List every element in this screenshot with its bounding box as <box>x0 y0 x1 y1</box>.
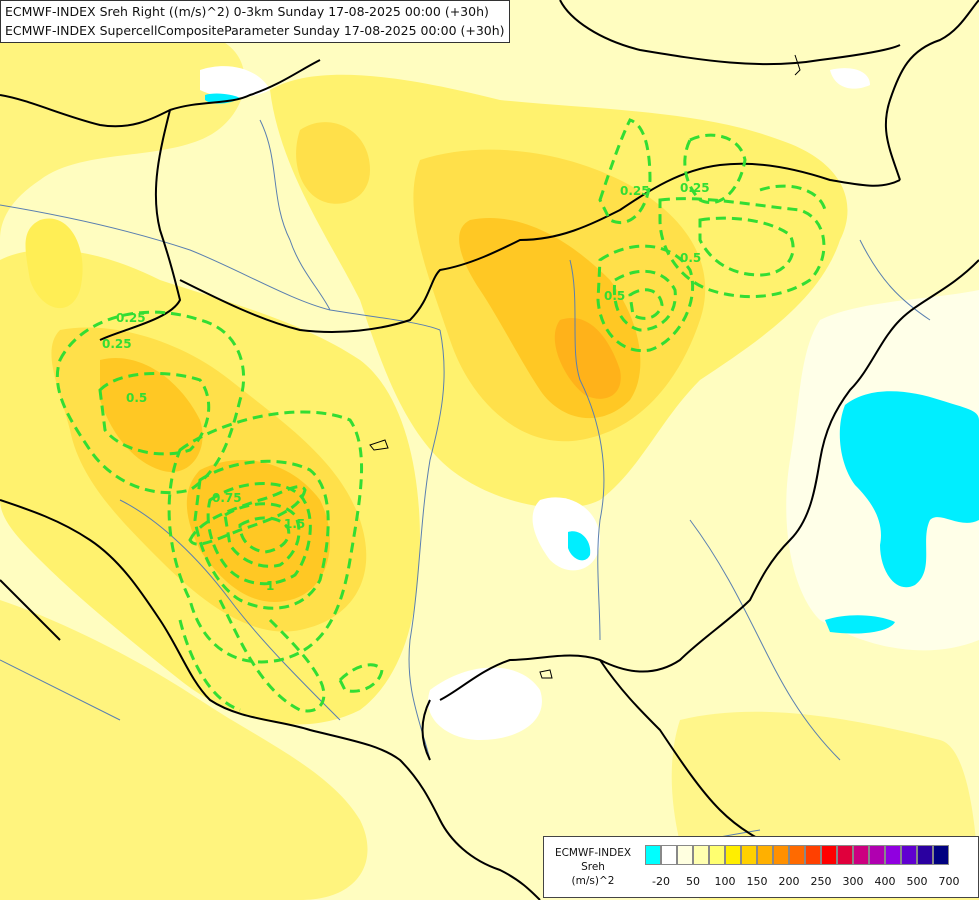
contour-label: 0.25 <box>102 337 132 351</box>
contour-label: 0.5 <box>126 391 147 405</box>
scp-contours <box>55 118 827 713</box>
contour-label: 0.5 <box>604 289 625 303</box>
legend-swatch <box>677 845 693 865</box>
legend-swatch <box>837 845 853 865</box>
legend-tick-label: 300 <box>842 875 864 888</box>
title-line-1: ECMWF-INDEX Sreh Right ((m/s)^2) 0-3km S… <box>5 4 489 19</box>
legend-swatch <box>757 845 773 865</box>
legend-swatches <box>645 845 949 865</box>
legend-tick-label: 200 <box>778 875 800 888</box>
legend-swatch <box>709 845 725 865</box>
legend-tick-label: 500 <box>906 875 928 888</box>
lakes <box>369 54 801 679</box>
legend-swatch <box>693 845 709 865</box>
legend-swatch <box>661 845 677 865</box>
legend-swatch <box>789 845 805 865</box>
contour-label: 1.5 <box>284 517 305 531</box>
contour-labels: 0.25 0.5 0.75 1.5 1 0.25 0.5 0.25 0.5 0.… <box>102 181 710 593</box>
legend-swatch <box>917 845 933 865</box>
legend-swatch <box>805 845 821 865</box>
low-values <box>200 66 979 740</box>
contour-label: 0.75 <box>212 491 242 505</box>
legend-swatch <box>645 845 661 865</box>
legend-swatch <box>933 845 949 865</box>
legend-swatch <box>869 845 885 865</box>
legend-swatch <box>741 845 757 865</box>
legend-swatch <box>853 845 869 865</box>
contour-label: 0.25 <box>620 184 650 198</box>
negative-sreh <box>205 93 979 634</box>
legend-ticks: -20 50 100 150 200 250 300 400 500 700 <box>645 875 975 889</box>
color-legend: ECMWF-INDEX Sreh (m/s)^2 -20 50 100 150 200 2… <box>543 836 979 898</box>
legend-label-variable: Sreh <box>581 861 605 873</box>
legend-swatch <box>821 845 837 865</box>
contour-label: 1 <box>266 579 274 593</box>
title-line-2: ECMWF-INDEX SupercellCompositeParameter … <box>5 23 505 38</box>
legend-label: ECMWF-INDEX Sreh (m/s)^2 <box>544 846 642 888</box>
legend-tick-label: 700 <box>938 875 960 888</box>
legend-swatch <box>901 845 917 865</box>
legend-swatch <box>773 845 789 865</box>
legend-tick-label: 400 <box>874 875 896 888</box>
contour-label: 0.25 <box>680 181 710 195</box>
contour-label: 0.25 <box>116 311 146 325</box>
legend-swatch <box>885 845 901 865</box>
legend-tick-label: 150 <box>746 875 768 888</box>
sreh-field <box>0 21 979 900</box>
legend-tick-label: 50 <box>686 875 700 888</box>
contour-label: 0.5 <box>680 251 701 265</box>
legend-swatch <box>725 845 741 865</box>
legend-tick-label: 100 <box>714 875 736 888</box>
legend-tick-label: 250 <box>810 875 832 888</box>
map-title: ECMWF-INDEX Sreh Right ((m/s)^2) 0-3km S… <box>0 0 510 43</box>
legend-label-unit: (m/s)^2 <box>571 875 615 887</box>
legend-tick-label: -20 <box>652 875 670 888</box>
legend-label-model: ECMWF-INDEX <box>554 847 632 859</box>
